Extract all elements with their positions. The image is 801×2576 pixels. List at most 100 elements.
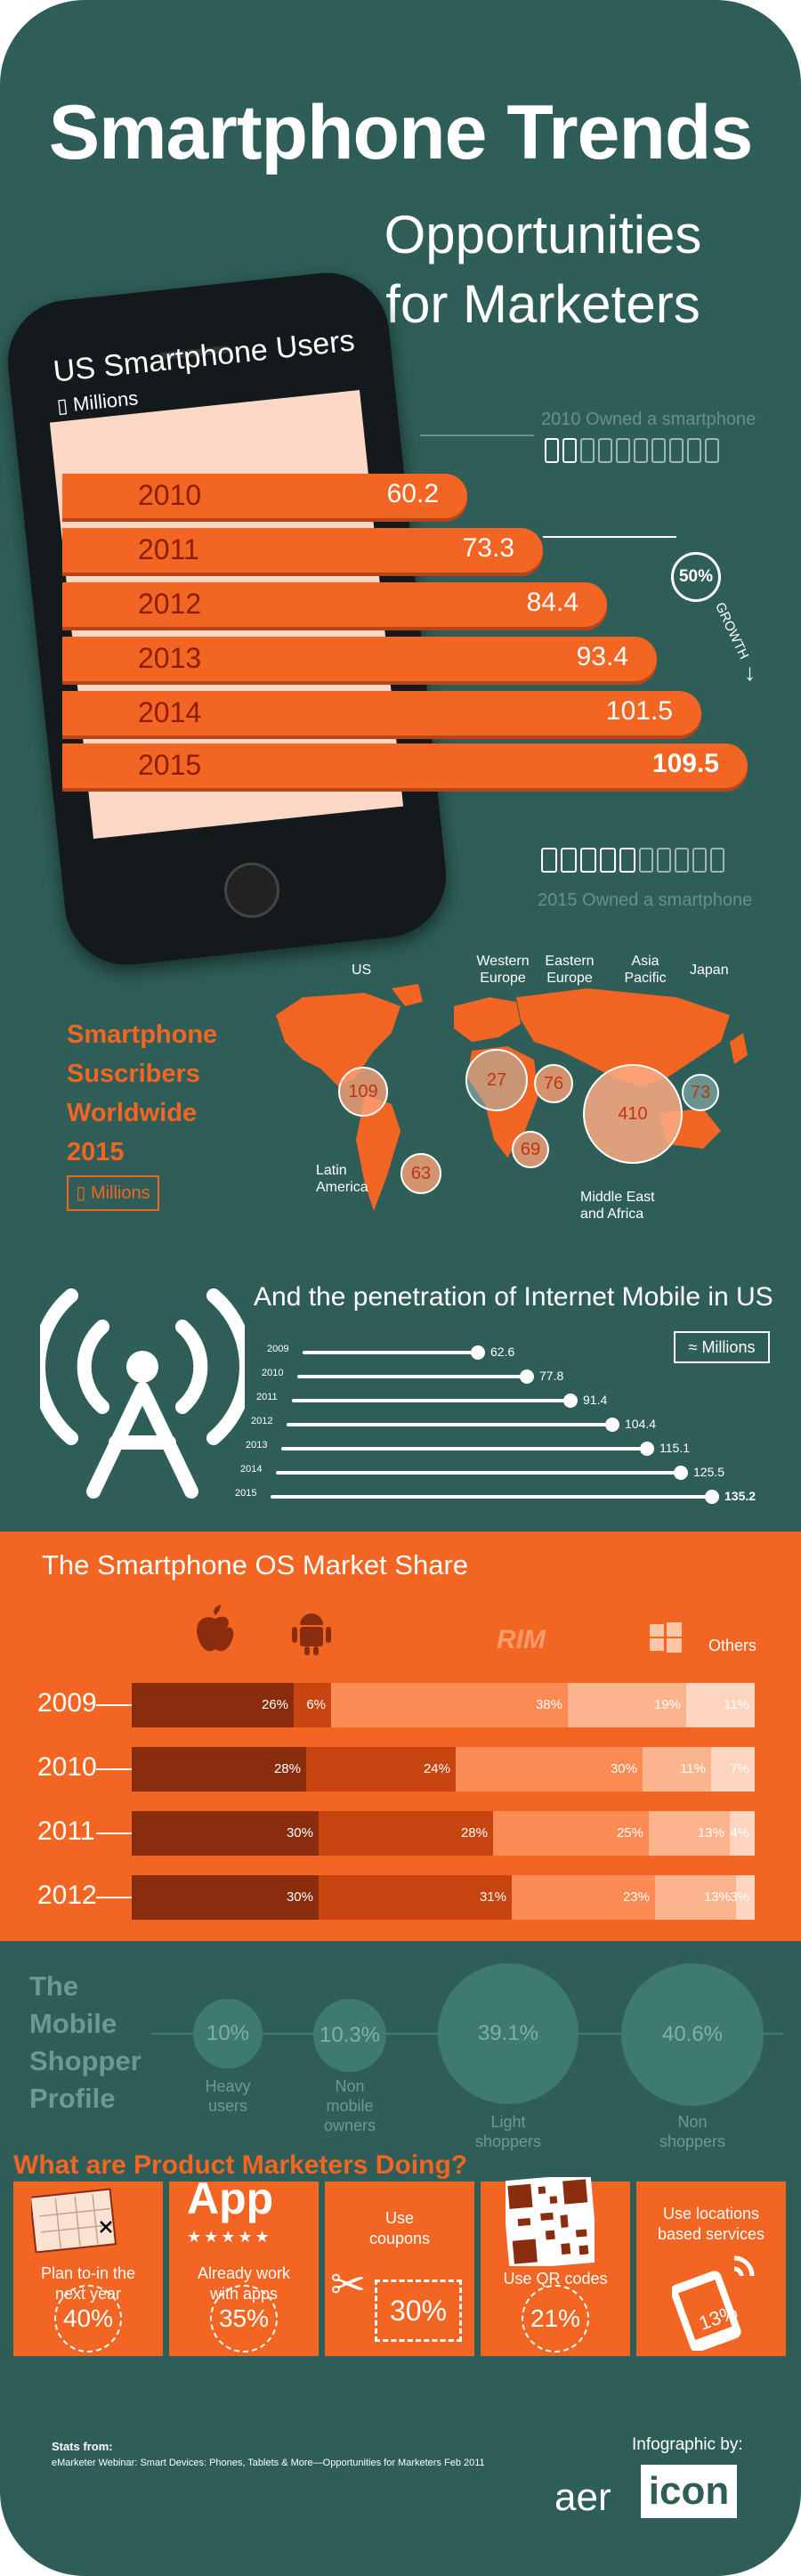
os-segment: 7% — [711, 1747, 755, 1792]
phone-icon — [692, 848, 707, 873]
os-segment: 19% — [568, 1683, 686, 1727]
os-segment-value: 28% — [460, 1825, 488, 1841]
region-label-eastern-europe: Eastern Europe — [545, 954, 595, 986]
connector-line — [420, 435, 534, 436]
os-segment: 30% — [456, 1747, 643, 1792]
growth-badge: 50% — [671, 552, 721, 602]
os-segment-value: 28% — [273, 1761, 301, 1776]
bar-year: 2012 — [138, 588, 202, 620]
world-title: Smartphone Suscribers Worldwide 2015 — [67, 1015, 217, 1172]
growth-label: GROWTH — [712, 599, 752, 662]
shopper-label-line: owners — [323, 2117, 376, 2134]
os-segment: 28% — [319, 1811, 493, 1856]
shopper-label-line: Non — [677, 2113, 708, 2131]
os-segment: 24% — [306, 1747, 456, 1792]
os-segment: 11% — [686, 1683, 755, 1727]
shopper-label: Light shoppers — [464, 2112, 553, 2151]
os-segment: 30% — [132, 1811, 319, 1856]
world-title-line-4: 2015 — [67, 1138, 125, 1166]
shopper-title-line-1: The — [29, 1971, 79, 2002]
phone-icon — [580, 438, 595, 463]
bar-value: 84.4 — [526, 588, 578, 617]
growth-arrow-icon: ↓ — [744, 659, 756, 686]
mi-year-label: 2009 — [267, 1344, 289, 1354]
phone-icon — [619, 848, 635, 873]
phone-icon — [687, 438, 701, 463]
phone-icon — [634, 438, 648, 463]
os-segment-value: 23% — [622, 1889, 650, 1905]
marketer-card: App ★★★★★ Already work with apps 35% — [169, 2174, 319, 2356]
mobile-internet-unit-text: Millions — [701, 1338, 756, 1356]
phone-icon — [710, 848, 724, 873]
mobile-internet-unit: ≈ Millions — [674, 1331, 770, 1363]
bar-value: 109.5 — [651, 749, 719, 778]
os-segment-value: 11% — [680, 1761, 706, 1776]
marketer-text-line: Use locations — [662, 2205, 760, 2223]
logo-text-left: aer — [554, 2475, 611, 2519]
phone-icon — [675, 848, 689, 873]
marketer-percent: 21% — [522, 2285, 589, 2353]
bar-value: 60.2 — [386, 479, 439, 508]
mi-line — [281, 1447, 647, 1451]
bubble-middle-east-africa: 69 — [512, 1131, 549, 1168]
us-users-bar: 2010 60.2 — [62, 474, 467, 518]
phone-home-button — [221, 859, 283, 921]
mi-line — [303, 1351, 478, 1354]
marketer-text-line: Plan to-in the — [40, 2264, 136, 2282]
os-segment: 3% — [730, 1875, 755, 1920]
subtitle-line-1: Opportunities — [384, 205, 702, 264]
marketer-text: Use QR codes — [481, 2269, 630, 2289]
mi-value-label: 77.8 — [539, 1369, 564, 1383]
world-title-line-3: Worldwide — [67, 1099, 198, 1127]
bar-year: 2013 — [138, 642, 202, 674]
os-share-title: The Smartphone OS Market Share — [42, 1549, 469, 1581]
shopper-label: Heavy users — [183, 2076, 272, 2116]
os-segment: 30% — [132, 1875, 319, 1920]
os-share-band — [0, 1532, 801, 1941]
os-segment-value: 38% — [535, 1697, 562, 1712]
main-title: Smartphone Trends — [48, 90, 754, 175]
shopper-title: The Mobile Shopper Profile — [29, 1968, 142, 2117]
phone-icon — [669, 438, 684, 463]
world-map — [276, 984, 748, 1211]
us-users-bar: 2015 109.5 — [62, 744, 748, 788]
phone-unit-icon: ▯ — [76, 1183, 91, 1203]
os-row-tick — [96, 1832, 132, 1834]
phone-icon — [561, 848, 577, 873]
shopper-title-line-3: Shopper — [29, 2045, 142, 2076]
infographic-by-label: Infographic by: — [632, 2435, 743, 2454]
os-row: 26% 6% 38% 19% 11% — [132, 1683, 755, 1727]
os-segment: 11% — [643, 1747, 711, 1792]
os-segment: 4% — [730, 1811, 755, 1856]
marketer-card: Plan to-in the next year 40% — [13, 2182, 163, 2356]
region-label-western-europe: Western Europe — [476, 954, 530, 986]
os-segment-value: 24% — [423, 1761, 450, 1776]
os-segment-value: 19% — [653, 1697, 681, 1712]
mi-line — [297, 1375, 527, 1378]
phone-icon — [639, 848, 653, 873]
bar-year: 2014 — [138, 696, 202, 728]
os-segment-value: 30% — [286, 1889, 313, 1905]
os-segment-value: 13% — [697, 1825, 724, 1841]
os-segment-value: 3% — [730, 1889, 749, 1905]
bubble-western-europe: 27 — [465, 1049, 528, 1111]
mi-value-label: 62.6 — [490, 1345, 515, 1359]
marketer-card: Use locations based services 13% — [636, 2182, 786, 2356]
shopper-label-line: shoppers — [659, 2133, 726, 2150]
apple-logo-icon — [197, 1605, 234, 1652]
marketer-card: Use QR codes 21% — [481, 2177, 630, 2356]
region-label-us: US — [352, 963, 372, 978]
mi-dot — [674, 1466, 688, 1480]
os-year-label: 2012 — [37, 1881, 97, 1910]
bar-value: 101.5 — [605, 696, 673, 726]
os-segment: 6% — [294, 1683, 331, 1727]
bubble-latin-america: 63 — [400, 1153, 441, 1194]
os-row: 30% 28% 25% 13% 4% — [132, 1811, 755, 1856]
marketer-text-line: Already work — [197, 2264, 291, 2282]
os-segment-value: 30% — [286, 1825, 313, 1841]
phone-icon — [545, 438, 559, 463]
mi-value-label: 91.4 — [583, 1393, 608, 1407]
os-segment-value: 11% — [724, 1697, 749, 1712]
bubble-us: 109 — [338, 1067, 388, 1117]
